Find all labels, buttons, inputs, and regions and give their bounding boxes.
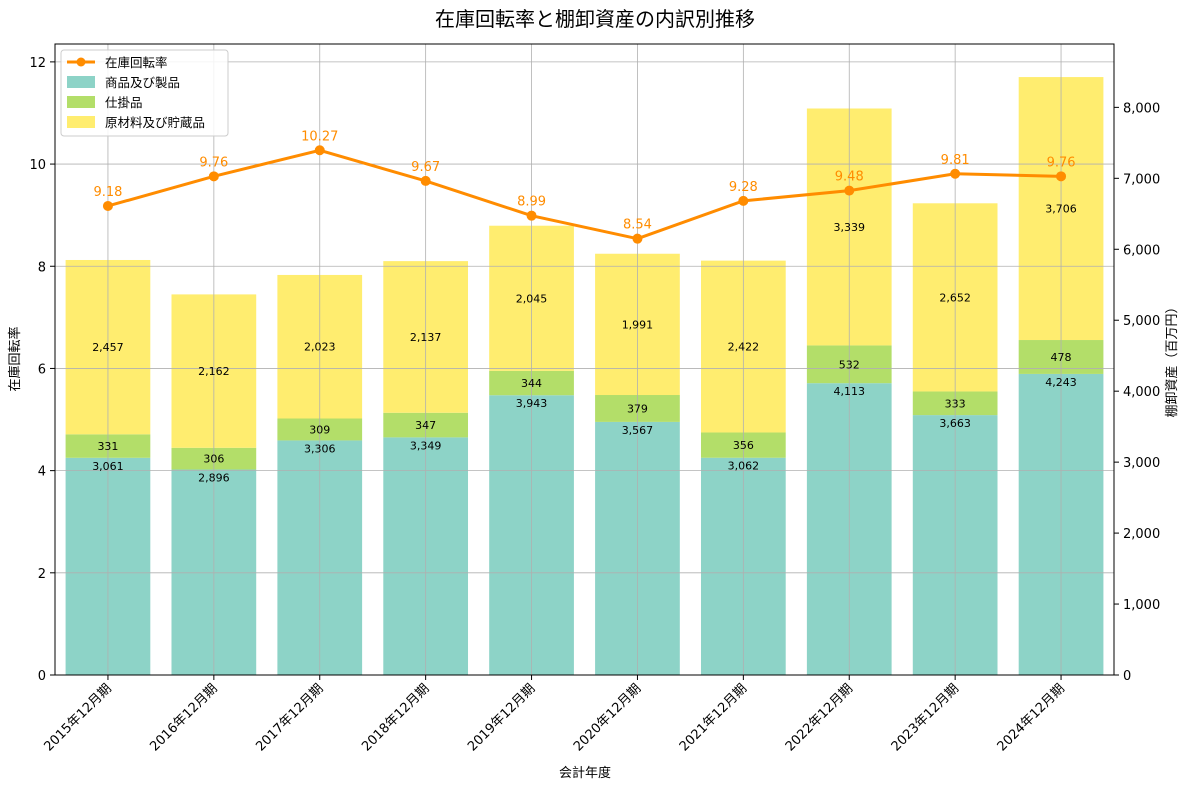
bar-value-label: 331 [97,440,118,453]
turnover-value-label: 9.28 [729,180,758,195]
x-tick-label: 2018年12月期 [359,681,432,754]
turnover-value-label: 9.67 [411,160,440,175]
turnover-value-label: 8.54 [623,218,652,233]
bar-value-label: 2,652 [939,291,971,304]
legend-box [60,49,229,137]
x-tick-label: 2017年12月期 [253,681,326,754]
x-tick-label: 2024年12月期 [995,681,1068,754]
bar-value-label: 2,137 [410,331,442,344]
turnover-point [526,210,537,221]
turnover-value-label: 9.81 [941,153,970,168]
turnover-point [1056,171,1067,182]
left-y-tick-label: 0 [38,669,46,684]
bar-value-label: 3,706 [1045,203,1077,216]
x-axis-label: 会計年度 [559,765,611,781]
legend-point-marker [76,57,86,67]
x-tick-label: 2015年12月期 [41,681,114,754]
bar-value-label: 478 [1051,351,1072,364]
bar-value-label: 532 [839,358,860,371]
right-y-tick-label: 1,000 [1123,598,1160,613]
legend-label: 在庫回転率 [105,55,168,70]
turnover-point [314,145,325,156]
turnover-point [208,171,219,182]
left-y-tick-label: 8 [38,260,46,275]
right-y-tick-label: 4,000 [1123,385,1160,400]
bar-value-labels: 3,061 331 2,457 2,896 306 2,162 3,306 309 2,023 3… [92,203,1077,485]
legend-label: 原材料及び貯蔵品 [105,115,205,130]
left-y-axis-label: 在庫回転率 [7,326,23,391]
bar-value-label: 3,349 [410,439,442,452]
bar-value-label: 309 [309,423,330,436]
right-y-tick-label: 0 [1123,669,1131,684]
legend-swatch [67,76,95,88]
bar-value-label: 2,045 [516,292,548,305]
bar-value-label: 2,457 [92,341,124,354]
right-y-axis-label: 棚卸資産（百万円） [1164,300,1180,417]
legend-swatch [67,96,95,108]
right-y-tick-label: 2,000 [1123,527,1160,542]
right-y-tick-label: 8,000 [1123,101,1160,116]
legend-swatch [67,116,95,128]
turnover-value-label: 9.76 [199,155,228,170]
turnover-line: 9.18 9.76 10.27 9.67 8.99 8.54 9.28 9.48 9.81 9.7… [93,129,1076,244]
turnover-point [738,195,749,206]
bar-value-label: 2,896 [198,472,230,485]
left-y-tick-label: 10 [29,158,46,173]
bar-value-label: 379 [627,402,648,415]
bar-value-label: 306 [203,453,224,466]
turnover-point [950,168,961,179]
turnover-point [102,200,113,211]
turnover-value-label: 9.76 [1047,155,1076,170]
turnover-value-label: 9.18 [93,185,122,200]
left-y-tick-label: 2 [38,567,46,582]
turnover-value-label: 9.48 [835,170,864,185]
bar-value-label: 3,943 [516,397,548,410]
right-y-tick-label: 5,000 [1123,314,1160,329]
bar-value-label: 4,243 [1045,376,1077,389]
x-tick-label: 2021年12月期 [677,681,750,754]
chart-title: 在庫回転率と棚卸資産の内訳別推移 [435,7,755,31]
bar-value-label: 3,306 [304,442,336,455]
x-tick-label: 2019年12月期 [465,681,538,754]
bar-value-label: 3,339 [834,221,866,234]
right-y-tick-label: 7,000 [1123,172,1160,187]
x-tick-label: 2023年12月期 [889,681,962,754]
grid [55,44,1114,676]
legend-label: 仕掛品 [105,95,143,110]
bar-value-label: 2,023 [304,341,336,354]
bar-value-label: 3,567 [622,424,654,437]
left-y-tick-label: 6 [38,362,46,377]
turnover-point [632,233,643,244]
bar-value-label: 4,113 [834,385,866,398]
plot-frame [54,43,1115,676]
turnover-point [844,185,855,196]
bar-value-label: 3,061 [92,460,124,473]
left-y-tick-label: 12 [29,56,46,71]
turnover-point [420,175,431,186]
turnover-line-path [107,148,1062,241]
bar-value-label: 3,663 [939,417,971,430]
left-y-tick-label: 4 [38,465,46,480]
bar-value-label: 333 [945,397,966,410]
bar-value-label: 2,422 [728,341,760,354]
legend-label: 商品及び製品 [105,75,180,90]
bar-value-label: 356 [733,439,754,452]
bar-value-label: 2,162 [198,365,230,378]
x-tick-label: 2022年12月期 [783,681,856,754]
bar-value-label: 1,991 [622,318,654,331]
bar-value-label: 347 [415,419,436,432]
bar-value-label: 3,062 [728,460,760,473]
bar-value-label: 344 [521,377,542,390]
turnover-value-label: 10.27 [301,129,338,144]
turnover-value-label: 8.99 [517,195,546,210]
x-tick-label: 2020年12月期 [571,681,644,754]
x-tick-label: 2016年12月期 [147,681,220,754]
right-y-tick-label: 3,000 [1123,456,1160,471]
right-y-tick-label: 6,000 [1123,243,1160,258]
